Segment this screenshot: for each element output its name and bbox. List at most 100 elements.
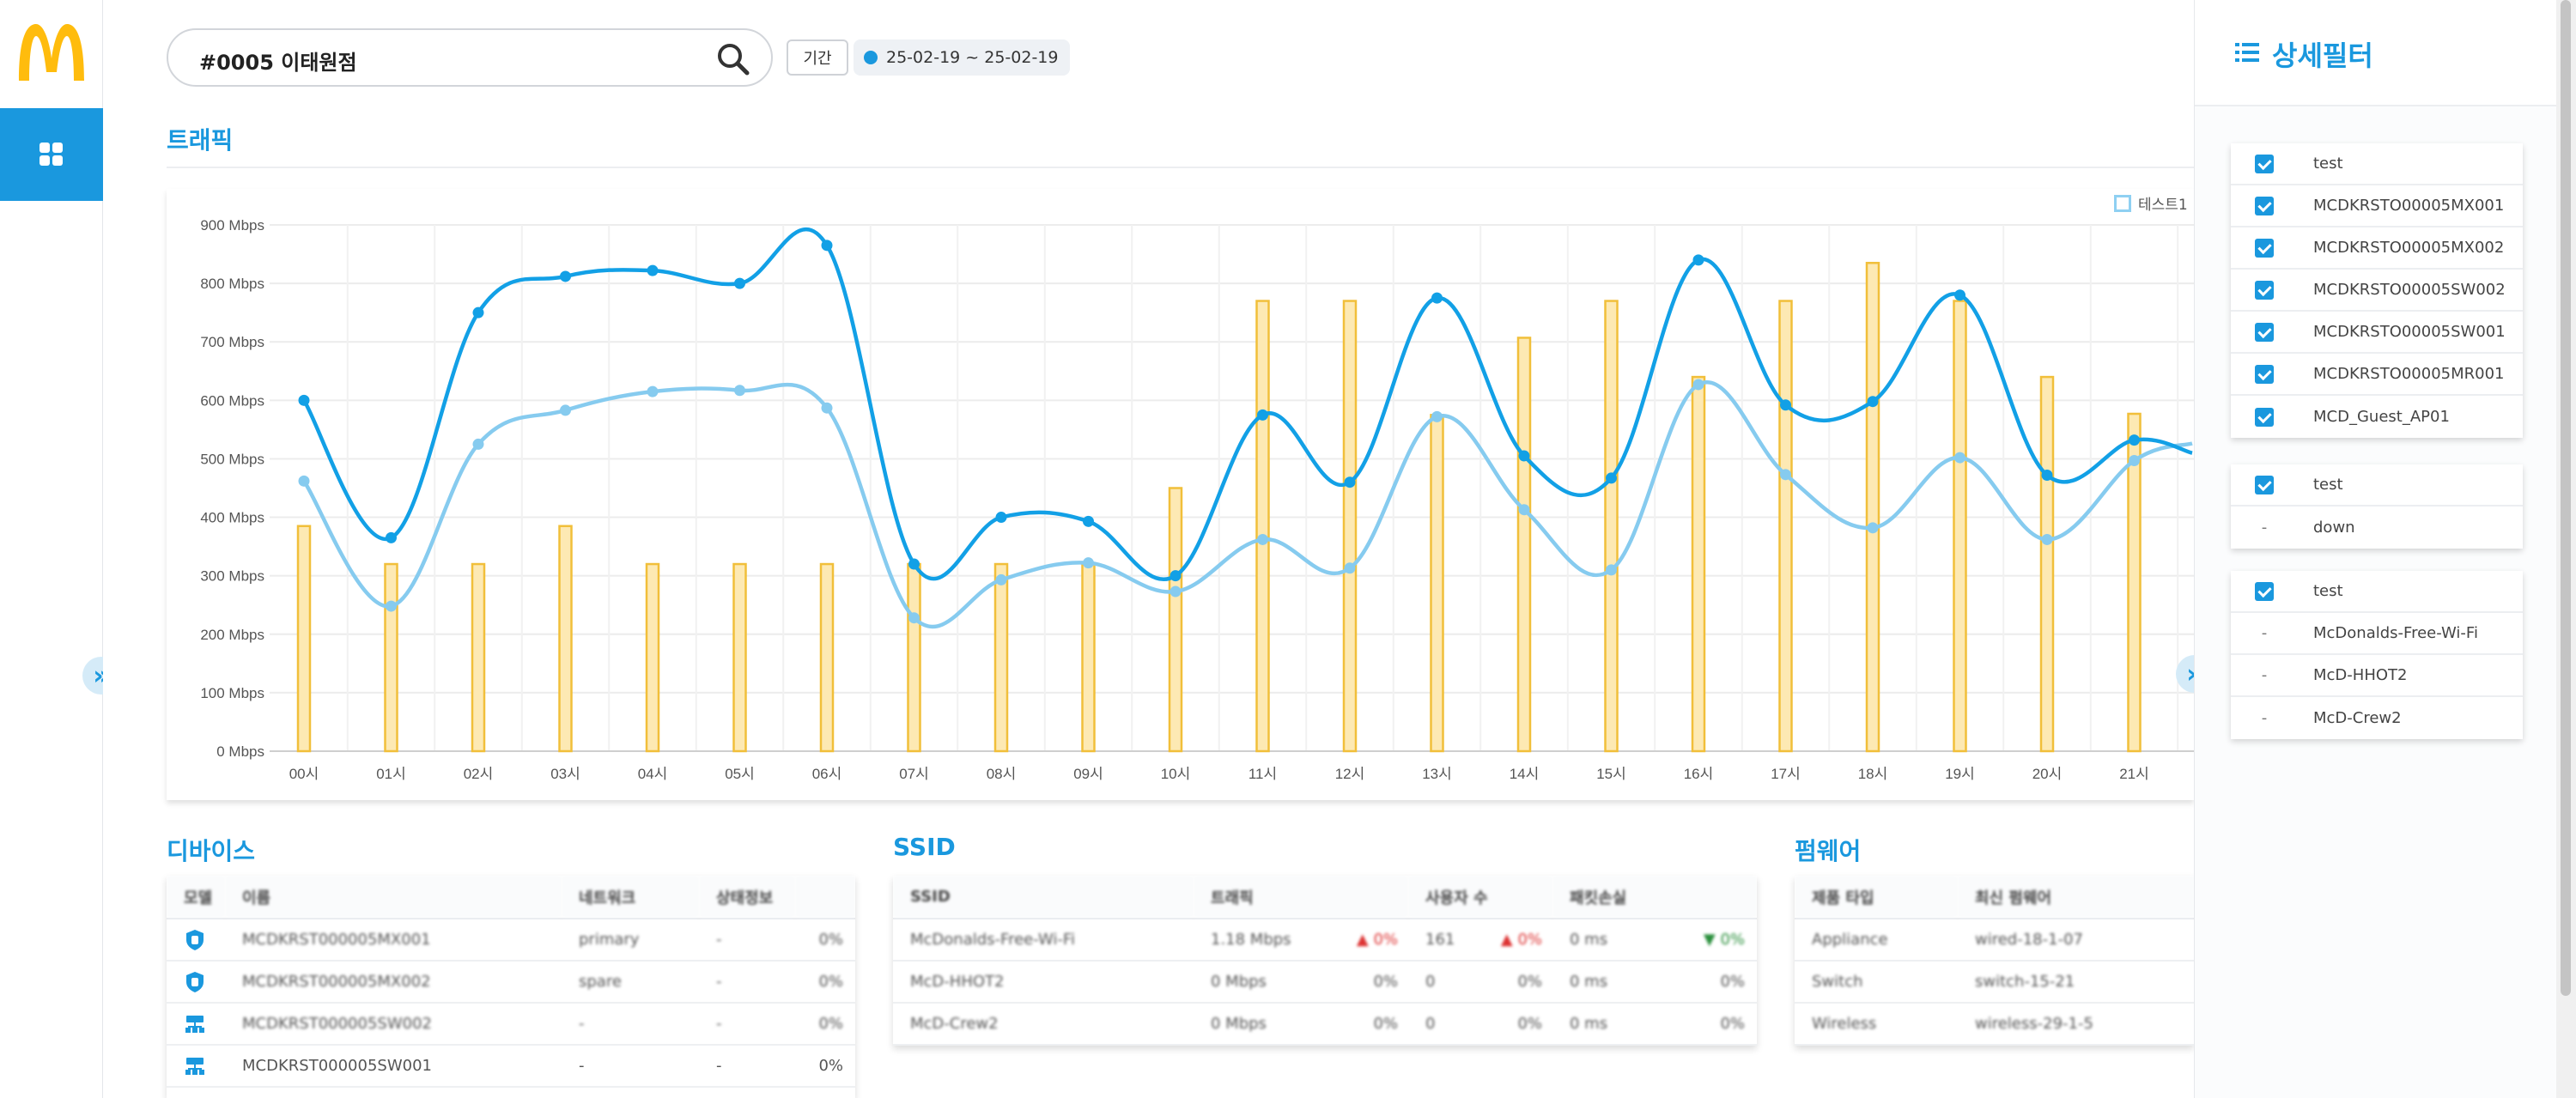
filter-item-label: McDonalds-Free-Wi-Fi	[2313, 624, 2478, 642]
checkbox-checked-icon[interactable]	[2255, 475, 2274, 494]
device-pct-cell: 0%	[795, 919, 855, 962]
filter-item-label: test	[2313, 582, 2343, 600]
ssid-name-cell[interactable]: McD-HHOT2	[893, 961, 1194, 1004]
ssid-table-card: SSID 트래픽 사용자 수 패킷손실 McDonalds-Free-Wi-Fi…	[893, 876, 1757, 1046]
filter-item[interactable]: - McD-HHOT2	[2231, 655, 2523, 697]
device-name-cell[interactable]: MCDKRST000005MX001	[225, 919, 562, 962]
bar	[1081, 562, 1096, 753]
chart-legend[interactable]: 테스트1	[2114, 192, 2188, 214]
filter-item[interactable]: - McD-Crew2	[2231, 697, 2523, 739]
ssid-loss-cell: 0 ms 0%	[1552, 1003, 1757, 1046]
data-point	[1257, 409, 1268, 421]
x-tick-label: 05시	[725, 766, 755, 782]
dash-marker: -	[2261, 624, 2268, 642]
data-point	[472, 306, 484, 318]
data-point	[298, 475, 310, 487]
dash-marker: -	[2261, 519, 2268, 537]
search-icon[interactable]	[716, 42, 750, 76]
filter-item[interactable]: test	[2231, 571, 2523, 613]
devices-header-pct	[795, 876, 855, 919]
table-row[interactable]: Appliance wired-18-1-07	[1795, 919, 2194, 962]
main-content: #0005 이태원점 기간 25-02-19 ~ 25-02-19 트래픽 0 …	[103, 0, 2194, 1098]
table-row[interactable]: Wireless wireless-29-1-5	[1795, 1003, 2194, 1046]
checkbox-checked-icon[interactable]	[2255, 238, 2274, 258]
dashboard-nav-item[interactable]	[0, 108, 103, 201]
filter-item[interactable]: test	[2231, 464, 2523, 507]
checkbox-checked-icon[interactable]	[2255, 364, 2274, 384]
device-name-cell[interactable]: MCDKRST000005SW002	[225, 1003, 562, 1046]
filter-item-label: down	[2313, 519, 2355, 537]
device-model-cell	[167, 1003, 225, 1046]
filter-item[interactable]: MCDKRSTO00005MX002	[2231, 227, 2523, 270]
data-point	[1780, 469, 1791, 481]
filter-item[interactable]: MCDKRSTO00005MR001	[2231, 354, 2523, 396]
x-tick-label: 00시	[289, 766, 319, 782]
data-point	[1083, 557, 1094, 569]
dash-marker: -	[2261, 666, 2268, 684]
data-point	[1867, 396, 1879, 408]
devices-table-card: 모델 이름 네트워크 상태정보 MCDKRST000005MX001 prima…	[167, 876, 855, 1098]
filter-item[interactable]: - down	[2231, 507, 2523, 549]
filter-item[interactable]: MCDKRSTO00005SW001	[2231, 312, 2523, 354]
checkbox-checked-icon[interactable]	[2255, 154, 2274, 173]
data-point	[1431, 292, 1443, 304]
bar	[1168, 487, 1183, 753]
security-appliance-icon	[186, 971, 204, 992]
filter-item[interactable]: - McDonalds-Free-Wi-Fi	[2231, 613, 2523, 655]
filter-group-status: test - down	[2231, 464, 2523, 549]
checkbox-checked-icon[interactable]	[2255, 322, 2274, 342]
period-range-chip[interactable]: 25-02-19 ~ 25-02-19	[854, 39, 1071, 76]
table-row[interactable]: McD-HHOT2 0 Mbps 0% 0 0% 0 ms 0%	[893, 961, 1757, 1004]
checkbox-checked-icon[interactable]	[2255, 407, 2274, 427]
table-row[interactable]: McDonalds-Free-Wi-Fi 1.18 Mbps ▲ 0% 161 ▲ …	[893, 919, 1757, 962]
scrollbar-thumb[interactable]	[2561, 0, 2571, 996]
store-search-box[interactable]: #0005 이태원점	[167, 28, 773, 87]
switch-icon	[185, 1015, 204, 1033]
filter-item[interactable]: MCDKRSTO00005MX001	[2231, 185, 2523, 227]
filter-item[interactable]: MCD_Guest_AP01	[2231, 396, 2523, 438]
mcdonalds-logo[interactable]	[15, 19, 88, 84]
device-name-cell[interactable]: MCDKRST000005SW001	[225, 1045, 562, 1088]
firmware-version-cell: wired-18-1-07	[1958, 919, 2194, 962]
checkbox-checked-icon[interactable]	[2255, 581, 2274, 601]
checkbox-checked-icon[interactable]	[2255, 280, 2274, 300]
data-point	[1954, 289, 1965, 301]
x-tick-label: 08시	[987, 766, 1017, 782]
data-point	[2041, 470, 2053, 482]
table-row[interactable]: MCDKRST000005MX001 primary - 0%	[167, 919, 855, 962]
device-name-cell[interactable]: MCDKRST000005MX002	[225, 961, 562, 1004]
bar	[732, 562, 747, 753]
data-point	[908, 558, 920, 570]
x-tick-label: 17시	[1771, 766, 1801, 782]
data-point	[1518, 450, 1530, 462]
ssid-name-cell[interactable]: McDonalds-Free-Wi-Fi	[893, 919, 1194, 962]
table-row[interactable]: MCDKRST000005MX002 spare - 0%	[167, 961, 855, 1004]
table-row[interactable]: McD-Crew2 0 Mbps 0% 0 0% 0 ms 0%	[893, 1003, 1757, 1046]
table-row[interactable]: MCDKRST000005SW002 - - 0%	[167, 1003, 855, 1046]
data-point	[1083, 515, 1094, 527]
table-row[interactable]: MCDKRST000005SW001 - - 0%	[167, 1045, 855, 1088]
ssid-name-cell[interactable]: McD-Crew2	[893, 1003, 1194, 1046]
firmware-type-cell: Switch	[1795, 961, 1958, 1004]
period-button[interactable]: 기간	[787, 39, 848, 76]
search-input[interactable]: #0005 이태원점	[199, 51, 357, 75]
filter-panel-header: 상세필터	[2195, 0, 2557, 106]
filter-item[interactable]: MCDKRSTO00005SW002	[2231, 270, 2523, 312]
filter-item[interactable]: test	[2231, 143, 2523, 185]
data-point	[1344, 476, 1356, 488]
bar	[2039, 375, 2055, 753]
bar	[1604, 300, 1619, 753]
x-tick-label: 15시	[1596, 766, 1626, 782]
checkbox-checked-icon[interactable]	[2255, 196, 2274, 215]
traffic-chart: 0 Mbps 100 Mbps 200 Mbps 300 Mbps 400 Mbps 50…	[200, 217, 2194, 782]
device-model-cell	[167, 919, 225, 962]
x-tick-label: 01시	[376, 766, 406, 782]
data-point	[2129, 454, 2140, 466]
data-point	[1606, 472, 1617, 484]
table-row[interactable]: Switch switch-15-21	[1795, 961, 2194, 1004]
traffic-chart-card: 0 Mbps 100 Mbps 200 Mbps 300 Mbps 400 Mbps 50…	[167, 189, 2194, 800]
devices-table: 모델 이름 네트워크 상태정보 MCDKRST000005MX001 prima…	[167, 876, 855, 1088]
ssid-traffic-cell: 1.18 Mbps ▲ 0%	[1194, 919, 1408, 962]
x-tick-label: 11시	[1249, 766, 1277, 782]
page-scrollbar[interactable]	[2556, 0, 2576, 1098]
